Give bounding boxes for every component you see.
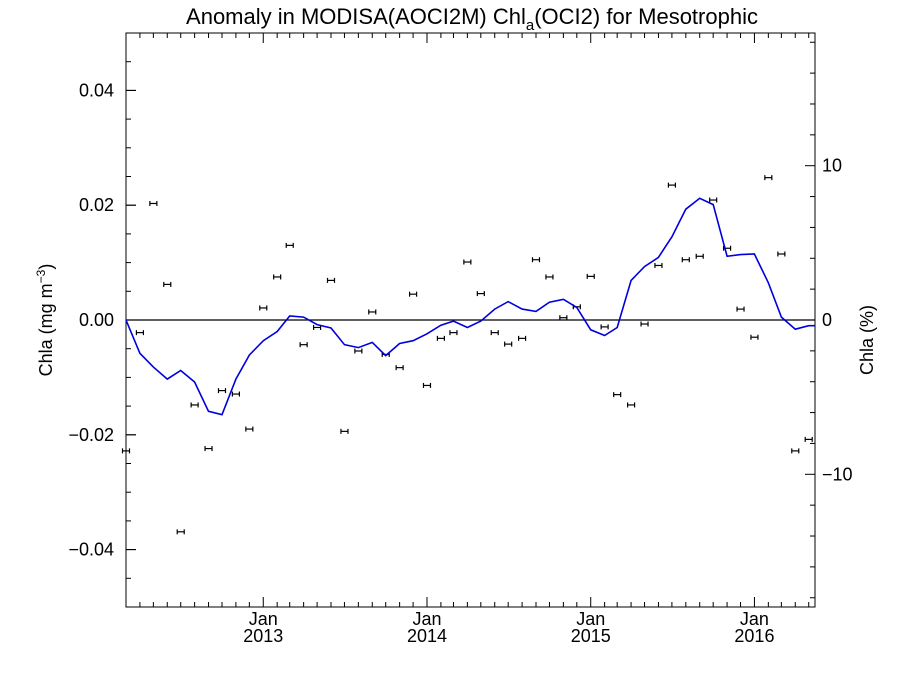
anomaly-point — [586, 273, 595, 279]
anomaly-point — [449, 330, 458, 336]
anomaly-point — [640, 321, 649, 327]
anomaly-point — [259, 305, 268, 311]
anomaly-point — [299, 342, 308, 348]
y-right-tick-label: −10 — [822, 464, 853, 484]
anomaly-point — [245, 426, 254, 432]
anomaly-point — [681, 257, 690, 263]
y-left-label-sup: −3 — [34, 269, 48, 283]
anomaly-point — [517, 335, 527, 341]
y-right-tick-label: 10 — [822, 156, 842, 176]
anomaly-point — [504, 341, 513, 347]
anomaly-point — [176, 529, 185, 535]
y-left-tick-label: −0.02 — [68, 425, 114, 445]
title-subscript: a — [526, 17, 535, 34]
anomaly-point — [626, 402, 636, 408]
x-tick-label-month: Jan — [576, 609, 605, 629]
title-tail: (OCI2) for Mesotrophic — [534, 4, 758, 29]
plot-area: −0.04−0.020.000.020.04−10010Jan2013Jan20… — [68, 32, 853, 646]
y-left-tick-label: −0.04 — [68, 540, 114, 560]
y-left-tick-label: 0.00 — [79, 310, 114, 330]
anomaly-point — [764, 175, 773, 181]
y-right-tick-label: 0 — [822, 310, 832, 330]
y-left-tick-label: 0.04 — [79, 80, 114, 100]
anomaly-point — [354, 348, 363, 354]
anomaly-point — [204, 446, 213, 452]
anomaly-point — [463, 259, 472, 265]
anomaly-point — [149, 200, 158, 206]
x-tick-label-month: Jan — [412, 609, 441, 629]
anomaly-point — [490, 330, 499, 336]
anomaly-point — [804, 436, 813, 442]
x-tick-label-year: 2015 — [571, 626, 611, 646]
anomaly-point — [422, 382, 432, 388]
anomaly-point — [709, 197, 718, 203]
anomaly-point — [531, 257, 541, 263]
anomaly-point — [408, 291, 418, 297]
y-left-label-main: Chla (mg m — [36, 283, 56, 376]
anomaly-point — [654, 262, 663, 268]
anomaly-point — [163, 281, 172, 287]
anomaly-point — [368, 309, 377, 315]
anomaly-point — [736, 306, 745, 312]
anomaly-point — [559, 315, 568, 321]
anomaly-point — [285, 242, 294, 248]
anomaly-point — [135, 330, 145, 336]
anomaly-point — [217, 388, 227, 394]
anomaly-point — [667, 182, 677, 188]
x-tick-label-year: 2016 — [734, 626, 774, 646]
y-left-tick-label: 0.02 — [79, 195, 114, 215]
anomaly-point — [750, 334, 759, 340]
anomaly-point — [545, 274, 554, 280]
anomaly-point — [777, 251, 786, 257]
chart-title: Anomaly in MODISA(AOCI2M) Chla(OCI2) for… — [186, 4, 758, 34]
anomaly-point — [395, 365, 404, 371]
anomaly-point — [436, 335, 445, 341]
y-left-label-close: ) — [36, 264, 56, 270]
anomaly-point — [613, 392, 622, 398]
x-tick-label-month: Jan — [740, 609, 769, 629]
anomaly-point — [476, 291, 485, 297]
title-main: Anomaly in MODISA(AOCI2M) Chl — [186, 4, 526, 29]
anomaly-point — [695, 253, 704, 259]
anomaly-point — [231, 391, 240, 397]
y-axis-right-label: Chla (%) — [857, 305, 877, 375]
anomaly-point — [190, 402, 199, 408]
anomaly-point — [791, 448, 800, 454]
x-tick-label-year: 2013 — [243, 626, 283, 646]
anomaly-point — [340, 428, 349, 434]
y-axis-left-label: Chla (mg m−3) — [34, 264, 56, 377]
smoothed-anomaly-line — [125, 197, 815, 416]
anomaly-point — [121, 448, 131, 454]
x-tick-label-year: 2014 — [407, 626, 447, 646]
anomaly-point — [600, 324, 609, 330]
anomaly-point — [326, 277, 336, 283]
x-tick-label-month: Jan — [249, 609, 278, 629]
anomaly-point — [273, 274, 282, 280]
